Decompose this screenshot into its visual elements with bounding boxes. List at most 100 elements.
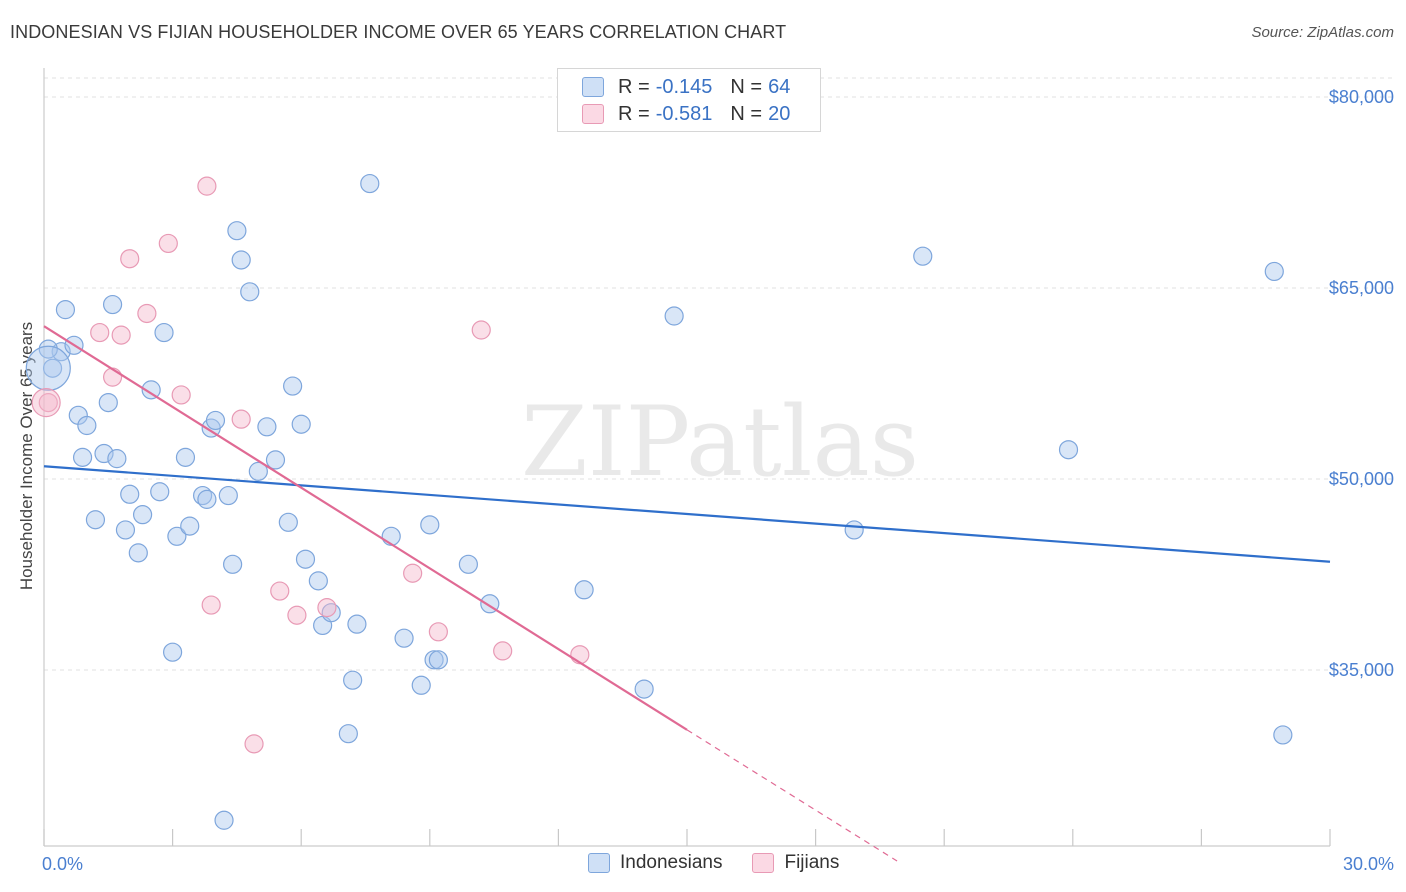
data-point — [111, 325, 131, 345]
data-point — [308, 571, 328, 591]
data-point — [158, 233, 178, 254]
data-point — [471, 320, 491, 340]
trend-line-fijians-extension — [686, 729, 898, 862]
legend-item-fijians: Fijians — [752, 852, 839, 874]
data-point — [77, 415, 97, 436]
legend-swatch-fijians — [752, 853, 775, 873]
chart-source: Source: ZipAtlas.com — [1251, 24, 1394, 41]
y-tick-label: $80,000 — [1329, 87, 1394, 107]
legend-n-label: N = — [730, 75, 763, 98]
data-point — [132, 505, 153, 525]
data-point-cluster — [31, 388, 61, 418]
data-point — [171, 385, 191, 405]
data-point — [197, 489, 217, 509]
data-point — [844, 520, 864, 540]
data-point — [634, 679, 654, 699]
legend-swatch-pink — [582, 104, 604, 124]
data-point — [115, 520, 136, 540]
data-point — [394, 628, 414, 648]
data-point — [424, 650, 444, 670]
legend-n-label: N = — [730, 102, 763, 125]
data-point — [94, 443, 114, 464]
data-point — [120, 249, 140, 269]
data-point — [141, 380, 161, 400]
data-point — [287, 605, 307, 625]
data-point — [102, 367, 123, 387]
data-point — [343, 670, 363, 690]
data-point — [295, 549, 316, 569]
data-point — [175, 447, 196, 467]
legend-r-value: -0.581 — [655, 102, 713, 125]
data-point — [338, 724, 358, 744]
x-tick-label-min: 0.0% — [42, 854, 83, 874]
data-point — [180, 516, 200, 536]
correlation-legend: R = -0.145 N = 64 R = -0.581 N = 20 — [557, 68, 821, 132]
legend-r-label: R = — [618, 75, 650, 98]
data-point — [574, 580, 594, 600]
data-point — [128, 543, 148, 563]
data-point — [214, 810, 234, 830]
y-tick-labels: $35,000 $50,000 $65,000 $80,000 — [1329, 87, 1394, 680]
data-point — [72, 447, 93, 467]
data-point — [428, 622, 448, 642]
data-point — [664, 306, 684, 326]
trend-line-indonesians — [43, 465, 1331, 563]
data-point — [283, 376, 303, 396]
y-tick-label: $65,000 — [1329, 278, 1394, 298]
data-point — [102, 294, 123, 315]
data-point — [411, 675, 431, 695]
legend-r-label: R = — [618, 102, 650, 125]
data-point — [403, 563, 423, 583]
data-point — [1058, 440, 1079, 460]
data-point — [98, 393, 118, 413]
data-point — [167, 526, 187, 546]
data-point-cluster — [25, 345, 71, 391]
data-point — [137, 303, 157, 324]
data-point — [107, 449, 127, 469]
data-point — [291, 414, 311, 434]
grid — [44, 77, 1394, 671]
legend-swatch-blue — [582, 77, 604, 97]
data-point — [90, 322, 110, 343]
data-point — [205, 410, 226, 431]
data-point — [317, 598, 337, 618]
watermark: ZIPatlas — [521, 386, 919, 498]
legend-r-value: -0.145 — [655, 75, 713, 98]
legend-item-indonesians: Indonesians — [588, 852, 722, 874]
data-point — [493, 641, 513, 661]
legend-row-fijians: R = -0.581 N = 20 — [582, 101, 790, 127]
data-point — [42, 358, 63, 378]
data-point — [150, 482, 170, 502]
legend-label-fijians: Fijians — [784, 852, 840, 873]
legend-label-indonesians: Indonesians — [620, 852, 723, 873]
data-point — [231, 409, 251, 429]
data-point — [38, 393, 58, 413]
data-point — [278, 512, 298, 532]
data-point — [360, 173, 380, 194]
data-point — [248, 461, 268, 481]
legend-n-value: 64 — [768, 75, 791, 98]
trend-lines — [43, 325, 1331, 862]
data-point — [257, 417, 277, 437]
data-point — [120, 484, 140, 504]
trend-line-fijians — [43, 325, 688, 731]
data-point — [270, 581, 290, 601]
y-tick-label: $35,000 — [1329, 660, 1394, 680]
data-point — [240, 282, 260, 302]
data-point — [570, 645, 590, 665]
data-point — [458, 554, 478, 574]
data-point — [154, 322, 174, 343]
data-point — [347, 614, 367, 634]
data-point — [420, 515, 440, 535]
y-tick-label: $50,000 — [1329, 469, 1394, 489]
data-point — [231, 250, 251, 270]
chart-title: INDONESIAN VS FIJIAN HOUSEHOLDER INCOME … — [10, 22, 787, 42]
data-point — [244, 734, 264, 754]
y-axis-title: Householder Income Over 65 years — [17, 322, 36, 590]
x-tick-label-max: 30.0% — [1343, 854, 1394, 874]
indonesians-points — [25, 173, 1293, 830]
data-point — [38, 339, 58, 359]
data-point — [197, 176, 217, 196]
data-point — [85, 510, 106, 530]
